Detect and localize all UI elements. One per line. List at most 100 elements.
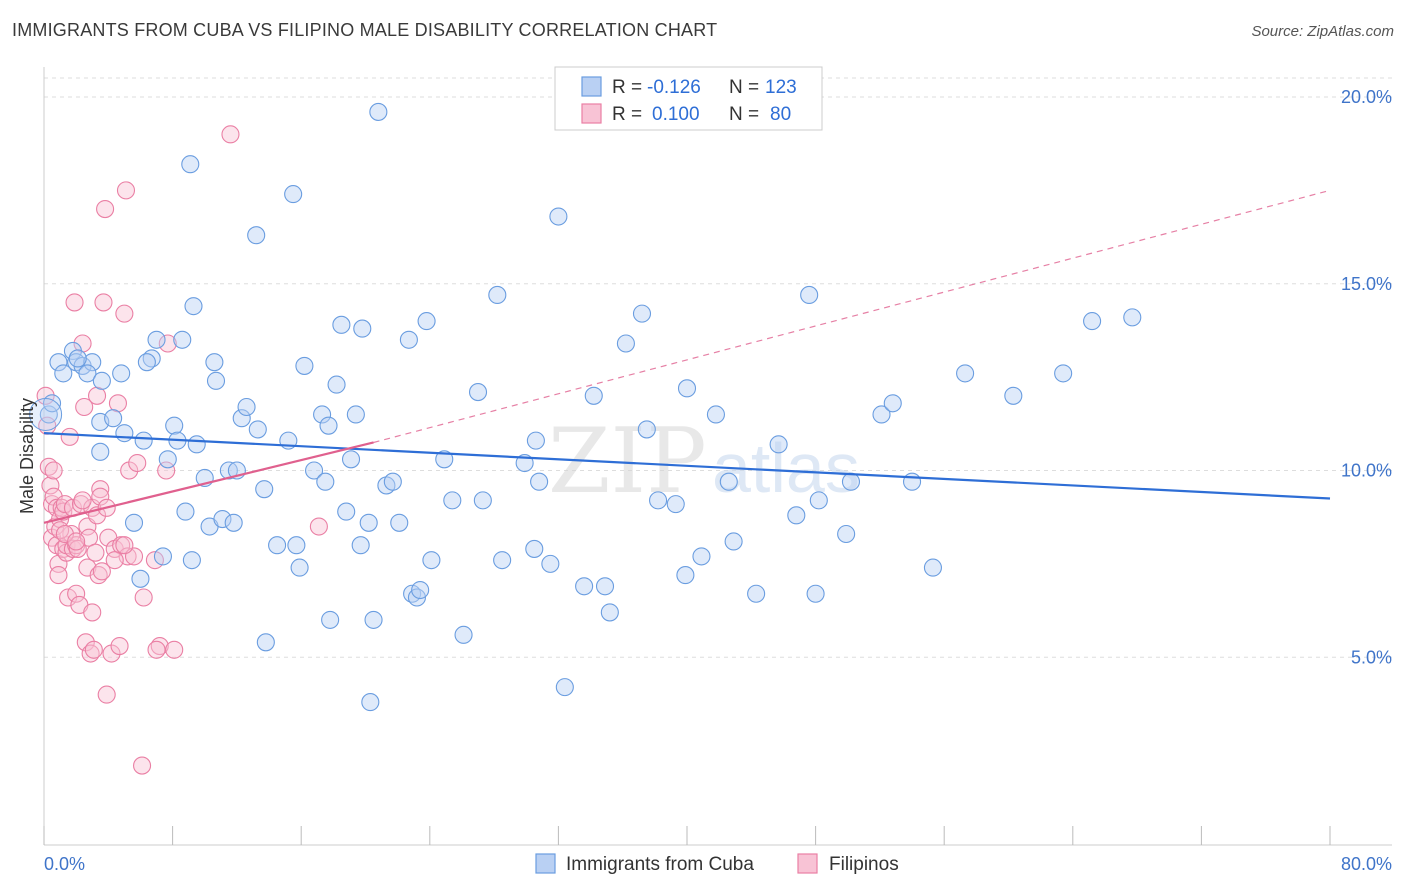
filipinos-point-0 (36, 386, 55, 405)
legend-r-label-cuba: R = (612, 77, 642, 98)
cuba-point-28 (187, 435, 206, 454)
cuba-point-61 (359, 513, 378, 532)
cuba-point-100 (719, 472, 738, 491)
cuba-point-16 (134, 431, 153, 450)
legend-r-value-cuba: -0.126 (647, 77, 701, 98)
cuba-point-22 (165, 416, 184, 435)
legend-r-value-filipinos: 0.100 (652, 104, 700, 125)
cuba-point-120 (68, 349, 87, 368)
cuba-point-54 (327, 375, 346, 394)
cuba-point-118 (1123, 308, 1142, 327)
cuba-point-62 (364, 610, 383, 629)
filipinos-point-15 (54, 502, 73, 521)
filipinos-point-74 (67, 532, 86, 551)
cuba-point-114 (956, 364, 975, 383)
bottom-legend-label-filipinos: Filipinos (829, 854, 899, 875)
cuba-point-83 (530, 472, 549, 491)
cuba-point-74 (443, 491, 462, 510)
filipinos-point-54 (110, 636, 129, 656)
bottom-legend-label-cuba: Immigrants from Cuba (566, 854, 754, 875)
cuba-point-109 (841, 472, 861, 491)
grid-lines (44, 77, 1392, 658)
cuba-point-104 (787, 506, 806, 525)
cuba-point-48 (295, 356, 314, 375)
filipinos-point-44 (91, 480, 110, 499)
cuba-point-10 (92, 371, 111, 390)
filipinos-points (36, 125, 328, 775)
cuba-point-46 (287, 536, 306, 555)
cuba-point-108 (837, 524, 856, 544)
cuba-point-20 (153, 547, 173, 566)
filipinos-point-39 (84, 640, 103, 659)
cuba-point-57 (341, 450, 361, 469)
cuba-point-large (29, 397, 63, 431)
filipinos-point-3 (41, 476, 60, 495)
cuba-point-25 (176, 502, 195, 521)
filipinos-point-31 (75, 397, 94, 417)
cuba-point-15 (124, 513, 144, 532)
cuba-point-35 (224, 513, 243, 532)
filipinos-point-11 (49, 566, 68, 585)
cuba-point-93 (637, 420, 656, 439)
cuba-point-81 (525, 539, 544, 558)
bottom-legend-swatch-filipinos (797, 853, 818, 874)
filipinos-point-72 (55, 524, 74, 544)
cuba-point-88 (584, 386, 603, 405)
filipinos-point-67 (158, 334, 177, 353)
cuba-point-90 (600, 603, 619, 622)
cuba-point-91 (616, 334, 635, 353)
y-tick-labels: 5.0% 10.0% 15.0% 20.0% (1341, 87, 1392, 667)
cuba-point-0 (39, 405, 58, 424)
y-tick-label-1: 10.0% (1341, 461, 1392, 481)
cuba-point-112 (902, 472, 922, 491)
filipinos-point-46 (92, 562, 111, 581)
cuba-point-119 (361, 693, 380, 712)
legend-n-label-cuba: N = (729, 77, 759, 98)
cuba-point-106 (806, 584, 825, 603)
axes (43, 67, 1392, 846)
cuba-point-97 (677, 379, 697, 398)
legend-n-value-cuba: 123 (765, 77, 797, 98)
filipinos-point-42 (87, 386, 107, 405)
cuba-point-65 (383, 472, 402, 491)
cuba-point-116 (1054, 364, 1073, 383)
filipinos-point-27 (68, 539, 87, 558)
cuba-point-27 (184, 297, 203, 316)
cuba-point-55 (332, 315, 351, 334)
cuba-point-24 (173, 330, 192, 349)
cuba-point-59 (351, 536, 370, 555)
cuba-point-32 (206, 371, 226, 390)
cuba-point-13 (112, 364, 131, 383)
cuba-point-53 (321, 610, 340, 629)
cuba-point-117 (1083, 312, 1102, 331)
cuba-point-92 (632, 304, 652, 323)
cuba-point-70 (411, 580, 430, 600)
y-tick-label-3: 20.0% (1341, 87, 1392, 107)
cuba-point-75 (454, 625, 473, 644)
cuba-point-56 (337, 502, 356, 521)
cuba-point-78 (488, 285, 507, 305)
cuba-point-14 (115, 424, 134, 443)
filipinos-point-57 (116, 181, 136, 200)
cuba-point-82 (526, 431, 545, 450)
cuba-point-31 (205, 353, 224, 372)
cuba-point-96 (676, 566, 695, 585)
cuba-point-105 (800, 285, 819, 305)
cuba-point-52 (319, 416, 338, 435)
cuba-point-51 (316, 472, 335, 491)
cuba-point-99 (706, 405, 725, 424)
cuba-point-115 (1004, 386, 1023, 405)
cuba-point-58 (346, 405, 365, 424)
cuba-point-79 (493, 551, 512, 570)
cuba-point-121 (137, 353, 156, 372)
cuba-point-47 (290, 558, 309, 577)
cuba-point-38 (237, 397, 256, 417)
filipinos-point-69 (221, 125, 240, 144)
chart-title: IMMIGRANTS FROM CUBA VS FILIPINO MALE DI… (12, 20, 718, 40)
cuba-point-71 (417, 312, 436, 331)
cuba-point-95 (666, 495, 685, 514)
cuba-point-12 (104, 409, 123, 428)
cuba-point-39 (247, 226, 266, 245)
cuba-point-84 (541, 554, 560, 573)
cuba-point-76 (468, 383, 488, 402)
